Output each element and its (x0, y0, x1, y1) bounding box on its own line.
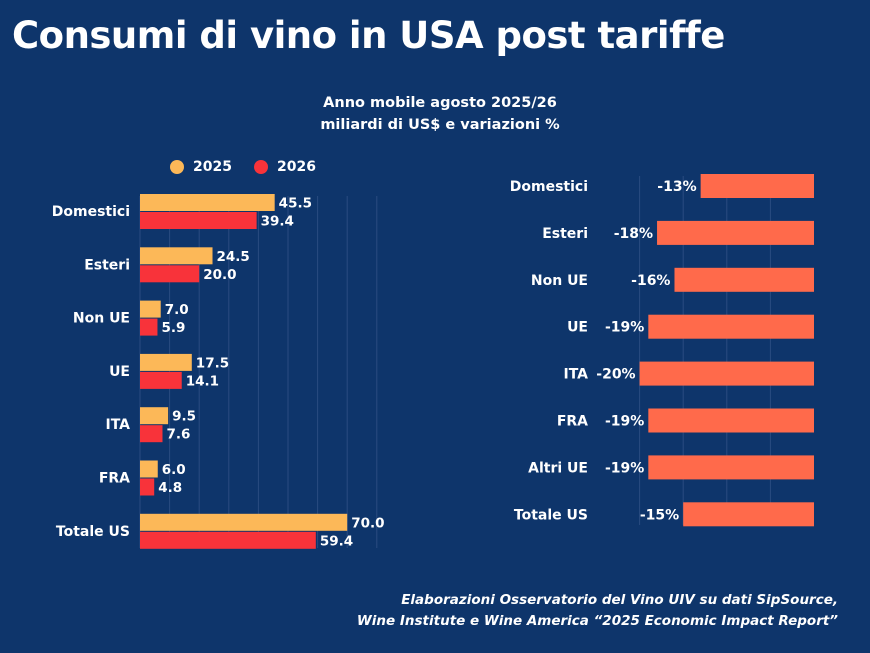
page-title: Consumi di vino in USA post tariffe (12, 14, 725, 57)
variation-bar (648, 408, 814, 433)
bar-2026 (140, 318, 158, 336)
variation-bar (639, 361, 814, 386)
right-category-label: Non UE (531, 273, 588, 289)
variation-label: -19% (605, 414, 644, 430)
variation-bar (674, 267, 814, 292)
bar-2025 (140, 194, 275, 211)
data-label-2025: 24.5 (217, 249, 250, 265)
legend-item-2026: 2026 (254, 159, 316, 175)
legend-item-2025: 2025 (170, 159, 232, 175)
left-category-label: FRA (99, 471, 130, 487)
data-label-2025: 6.0 (162, 462, 186, 478)
variation-bar (648, 455, 814, 480)
bar-2025 (140, 513, 348, 531)
bar-2025 (140, 460, 158, 478)
bar-2026 (140, 265, 200, 283)
left-category-label: UE (109, 364, 130, 380)
right-category-label: Esteri (542, 226, 588, 242)
data-label-2026: 59.4 (320, 533, 353, 549)
data-label-2025: 17.5 (196, 355, 229, 371)
variation-label: -13% (657, 179, 696, 195)
data-label-2026: 39.4 (261, 214, 294, 230)
data-label-2026: 4.8 (158, 480, 182, 496)
legend-dot-2025 (170, 160, 184, 174)
variation-bar (648, 314, 814, 339)
left-category-label: Esteri (84, 257, 130, 273)
variation-bar (657, 220, 814, 245)
variation-label: -18% (614, 226, 653, 242)
source-line-1: Elaborazioni Osservatorio del Vino UIV s… (401, 592, 838, 608)
left-category-label: ITA (105, 417, 130, 433)
chart-subtitle: Anno mobile agosto 2025/26 miliardi di U… (270, 92, 610, 136)
variation-label: -20% (596, 367, 635, 383)
source-line-2: Wine Institute e Wine America “2025 Econ… (356, 613, 838, 629)
variation-bar (700, 174, 814, 198)
left-category-label: Domestici (52, 204, 130, 220)
variation-label: -15% (640, 507, 679, 523)
bar-2026 (140, 478, 155, 496)
right-category-label: ITA (563, 367, 588, 383)
right-category-label: UE (567, 320, 588, 336)
right-category-label: Domestici (510, 179, 588, 195)
bar-2025 (140, 407, 169, 425)
data-label-2026: 7.6 (166, 427, 190, 443)
legend-dot-2026 (254, 160, 268, 174)
data-label-2026: 20.0 (203, 267, 236, 283)
variation-label: -19% (605, 460, 644, 476)
legend-label-2026: 2026 (277, 159, 316, 175)
bar-2026 (140, 531, 316, 549)
variation-label: -16% (631, 273, 670, 289)
left-category-label: Totale US (56, 524, 130, 540)
subtitle-line-2: miliardi di US$ e variazioni % (320, 117, 560, 133)
data-label-2025: 7.0 (165, 302, 189, 318)
bar-2026 (140, 212, 257, 229)
bar-2026 (140, 425, 163, 443)
data-label-2025: 45.5 (279, 196, 312, 212)
subtitle-line-1: Anno mobile agosto 2025/26 (323, 95, 557, 111)
right-category-label: Totale US (514, 507, 588, 523)
left-category-label: Non UE (73, 311, 130, 327)
bar-2025 (140, 300, 161, 318)
data-label-2026: 5.9 (161, 320, 185, 336)
variation-bar (683, 502, 814, 527)
data-label-2026: 14.1 (186, 373, 219, 389)
data-label-2025: 70.0 (351, 515, 384, 531)
bar-2025 (140, 353, 192, 371)
right-category-label: FRA (557, 414, 588, 430)
variation-label: -19% (605, 320, 644, 336)
legend-label-2025: 2025 (193, 159, 232, 175)
bar-2025 (140, 247, 213, 265)
bar-2026 (140, 371, 182, 389)
right-category-label: Altri UE (528, 460, 588, 476)
data-label-2025: 9.5 (172, 409, 196, 425)
source-note: Elaborazioni Osservatorio del Vino UIV s… (357, 590, 838, 632)
